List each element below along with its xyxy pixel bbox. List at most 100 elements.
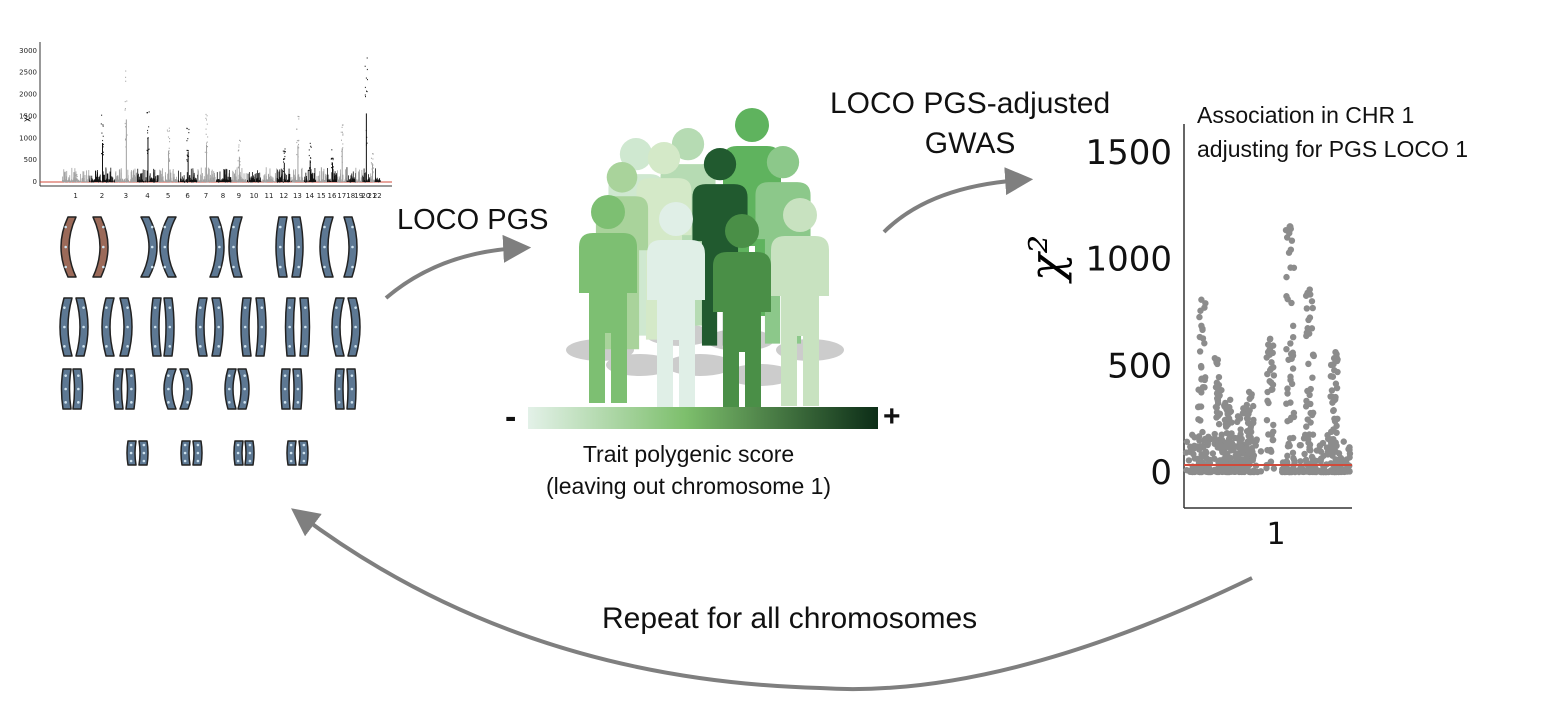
genome-point: [376, 179, 377, 182]
genome-peak-point: [365, 95, 367, 98]
genome-point: [283, 181, 284, 183]
genome-point: [329, 180, 330, 182]
chr1-peak-point: [1289, 322, 1297, 330]
chr1-peak-point: [1284, 385, 1291, 392]
genome-peak-point: [102, 151, 104, 153]
genome-point: [153, 180, 155, 182]
genome-peak-point: [169, 160, 170, 162]
genome-y-tick: 2500: [19, 69, 37, 77]
chr1-point: [1329, 468, 1336, 476]
chromosome-band: [129, 459, 133, 463]
chromosome-band: [168, 306, 172, 309]
genome-peak-point: [298, 147, 300, 149]
genome-peak-bar: [206, 144, 208, 182]
chr1-peak-point: [1213, 390, 1221, 397]
genome-point: [218, 179, 219, 182]
chr1-peak-point: [1198, 364, 1205, 371]
genome-x-tick: 7: [204, 192, 208, 200]
genome-point: [339, 181, 341, 183]
genome-point: [107, 181, 109, 183]
chr1-peak-point: [1212, 403, 1220, 411]
genome-point: [118, 175, 120, 182]
genome-point: [147, 181, 149, 183]
genome-point: [302, 181, 304, 183]
genome-point: [98, 179, 99, 182]
genome-point: [213, 171, 215, 182]
genome-point: [140, 173, 141, 182]
chromosome-band: [63, 345, 66, 348]
genome-point: [63, 169, 65, 182]
genome-point: [203, 176, 205, 182]
genome-point: [190, 177, 192, 182]
genome-point: [214, 180, 216, 182]
genome-peak-point: [74, 179, 76, 181]
chromosome-band: [288, 306, 291, 309]
genome-point: [244, 181, 246, 183]
person-head: [591, 195, 625, 229]
genome-point: [140, 178, 142, 182]
genome-point: [110, 181, 112, 183]
genome-point: [129, 181, 131, 183]
genome-point: [176, 179, 178, 182]
genome-point: [167, 181, 169, 183]
chr1-peak-point: [1283, 467, 1291, 474]
chromosome-band: [167, 401, 170, 404]
chr1-peak-point: [1287, 414, 1295, 421]
chromosome-band: [105, 345, 108, 348]
genome-point: [235, 169, 236, 182]
chr1-peak-point: [1264, 388, 1271, 396]
genome-point: [124, 180, 125, 182]
repeat-label: Repeat for all chromosomes: [602, 602, 978, 635]
genome-x-tick: 21: [368, 192, 377, 200]
genome-point: [356, 180, 358, 182]
genome-point: [235, 176, 237, 182]
genome-peak-point: [238, 167, 239, 169]
genome-point: [219, 179, 221, 182]
chr1-peak-point: [1305, 360, 1312, 368]
chr1-peak-point: [1270, 465, 1278, 472]
chr1-peak-point: [1236, 415, 1244, 422]
genome-point: [269, 180, 271, 182]
chr1-y-axis-label: χ²: [1019, 235, 1073, 284]
genome-point: [93, 180, 95, 182]
genome-point: [96, 177, 98, 182]
genome-point: [379, 180, 381, 182]
genome-point: [141, 172, 143, 182]
genome-point: [152, 178, 154, 182]
genome-point: [363, 168, 365, 182]
genome-peak-point: [298, 116, 300, 118]
chromosome-band: [116, 387, 119, 391]
genome-x-tick: 3: [124, 192, 128, 200]
chromosome: [159, 216, 177, 278]
genome-peak-point: [188, 132, 190, 134]
genome-point: [185, 179, 187, 182]
genome-point: [62, 180, 63, 182]
genome-point: [183, 175, 185, 182]
chromosome-band: [77, 387, 80, 391]
chromosome-band: [126, 325, 129, 329]
genome-point: [86, 181, 88, 183]
genome-point: [334, 179, 336, 182]
chromosome-band: [288, 325, 291, 329]
genome-point: [252, 172, 253, 182]
genome-point: [119, 178, 121, 182]
genome-y-axis-label: χ²: [22, 114, 31, 122]
genome-point: [204, 179, 205, 182]
genome-point: [307, 181, 309, 183]
genome-point: [298, 179, 300, 182]
genome-peak-point: [332, 157, 334, 160]
genome-x-tick: 22: [373, 192, 382, 200]
genome-point: [92, 180, 94, 182]
genome-point: [156, 175, 158, 182]
genome-point: [227, 181, 229, 183]
genome-point: [169, 169, 171, 182]
genome-point: [367, 180, 369, 182]
genome-point: [369, 180, 370, 182]
chromosome-band: [105, 325, 108, 329]
person-head: [766, 146, 800, 179]
genome-point: [268, 173, 270, 182]
chromosome-band: [243, 374, 246, 377]
genome-point: [285, 180, 287, 182]
genome-point: [338, 181, 339, 183]
pgs-plus-label: +: [883, 400, 901, 433]
